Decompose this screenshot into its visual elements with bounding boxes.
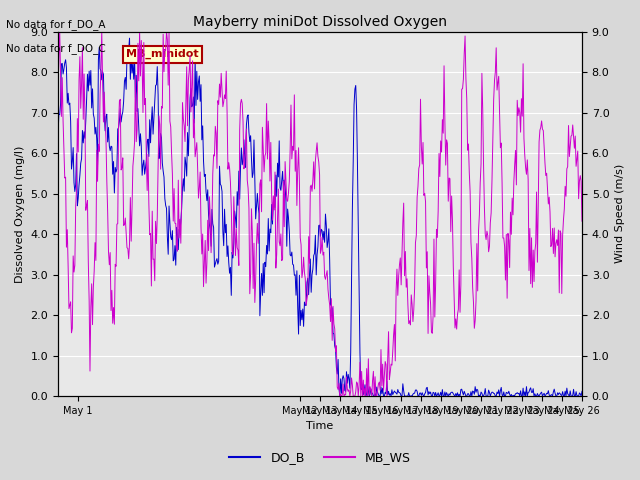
Text: No data for f_DO_A: No data for f_DO_A <box>6 19 106 30</box>
Text: MB_minidot: MB_minidot <box>126 49 199 60</box>
X-axis label: Time: Time <box>307 421 333 432</box>
Y-axis label: Wind Speed (m/s): Wind Speed (m/s) <box>615 164 625 264</box>
Title: Mayberry miniDot Dissolved Oxygen: Mayberry miniDot Dissolved Oxygen <box>193 15 447 29</box>
Legend: DO_B, MB_WS: DO_B, MB_WS <box>224 446 416 469</box>
Y-axis label: Dissolved Oxygen (mg/l): Dissolved Oxygen (mg/l) <box>15 145 25 283</box>
Text: No data for f_DO_C: No data for f_DO_C <box>6 43 106 54</box>
